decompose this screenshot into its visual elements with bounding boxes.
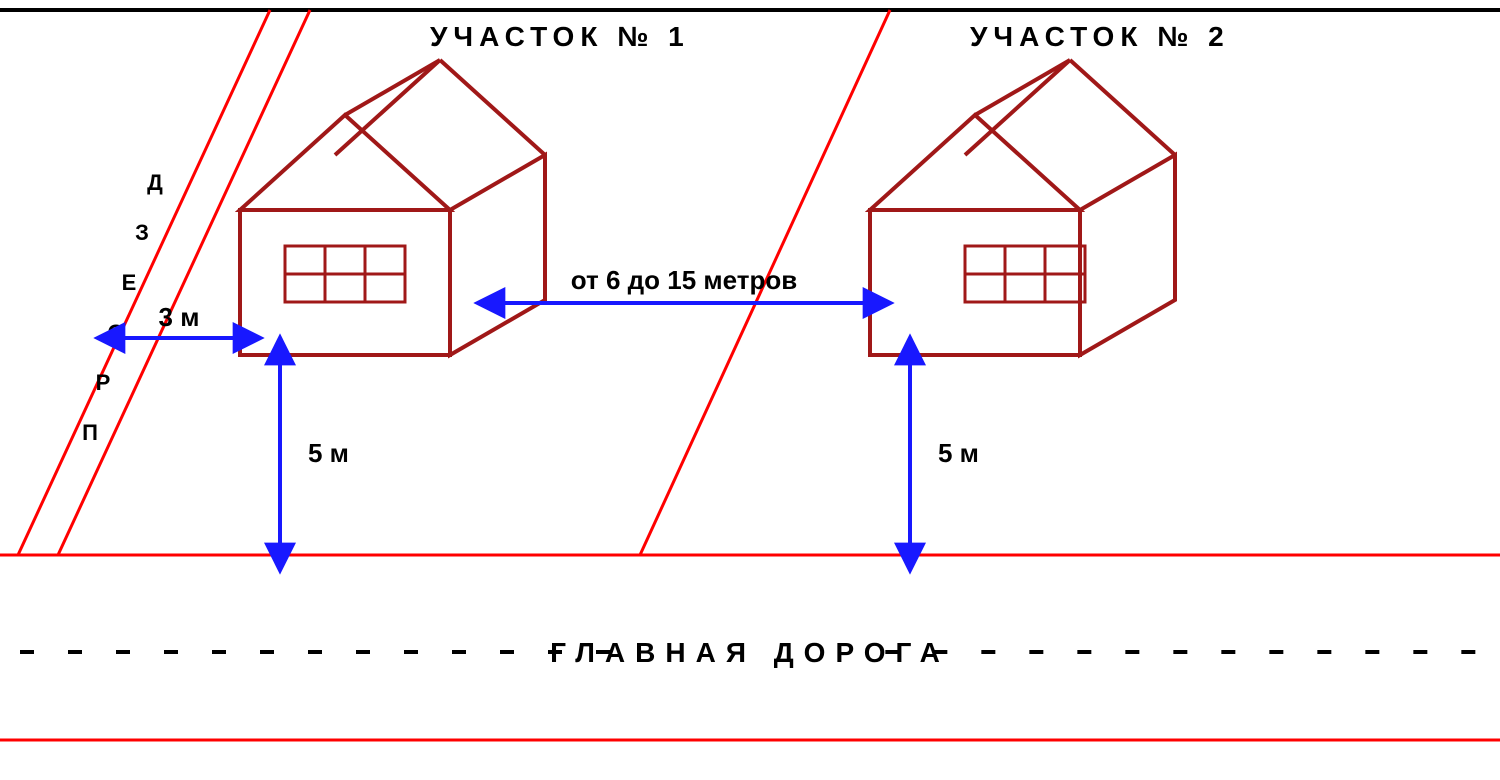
side-road-char: О: [107, 320, 124, 345]
side-road-char: Е: [122, 270, 137, 295]
side-road-char: П: [82, 420, 98, 445]
dim-3m-label: 3 м: [159, 302, 200, 332]
side-road-char: Р: [96, 370, 111, 395]
dim-5m-left-label: 5 м: [308, 438, 349, 468]
side-road-char: Д: [147, 170, 163, 195]
main-road-label: ГЛАВНАЯ ДОРОГА: [550, 637, 950, 668]
dim-5m-right-label: 5 м: [938, 438, 979, 468]
side-road-char: З: [135, 220, 149, 245]
plot2-title: УЧАСТОК № 2: [970, 21, 1230, 52]
dim-between-label: от 6 до 15 метров: [571, 265, 797, 295]
plot1-title: УЧАСТОК № 1: [430, 21, 690, 52]
